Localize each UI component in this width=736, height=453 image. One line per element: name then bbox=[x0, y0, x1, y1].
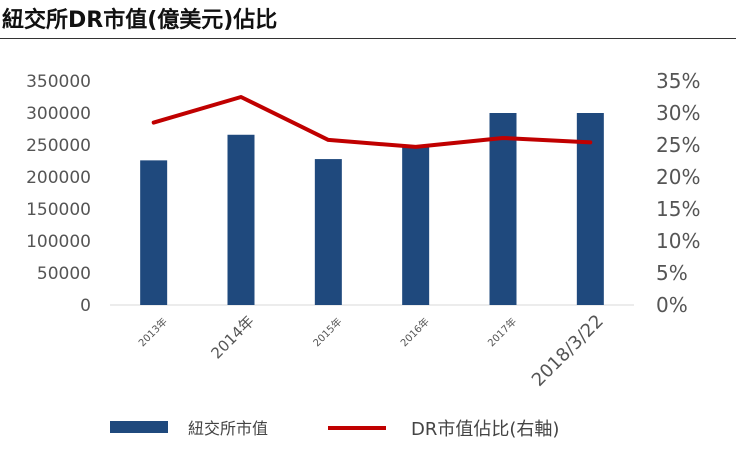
y-left-tick-label: 0 bbox=[80, 296, 91, 316]
x-axis: 2013年 2014年 2015年 2016年 2017年 2018/3/22 bbox=[136, 311, 608, 391]
y-left-tick-label: 350000 bbox=[26, 72, 91, 92]
bar bbox=[227, 134, 255, 305]
legend-item-dr-ratio: DR市值佔比(右軸) bbox=[328, 415, 559, 441]
x-tick-label: 2017年 bbox=[485, 315, 519, 349]
legend-label-market-cap: 紐交所市值 bbox=[188, 419, 269, 438]
chart-title: 紐交所DR市值(億美元)佔比 bbox=[2, 8, 278, 33]
bar bbox=[489, 113, 517, 305]
y-right-tick-label: 10% bbox=[656, 229, 700, 253]
legend-line-swatch bbox=[328, 426, 386, 430]
y-left-tick-label: 200000 bbox=[26, 168, 91, 188]
y-right-tick-label: 5% bbox=[656, 261, 688, 285]
legend-bar-swatch bbox=[110, 421, 168, 433]
y-left-tick-label: 250000 bbox=[26, 136, 91, 156]
right-axis: 0% 5% 10% 15% 20% 25% 30% 35% bbox=[656, 69, 700, 317]
bar bbox=[402, 145, 430, 305]
title-divider bbox=[0, 38, 736, 39]
y-left-tick-label: 150000 bbox=[26, 200, 91, 220]
y-right-tick-label: 30% bbox=[656, 101, 700, 125]
x-tick-label: 2015年 bbox=[310, 315, 344, 349]
bar bbox=[140, 160, 168, 305]
y-left-tick-label: 50000 bbox=[37, 264, 91, 284]
y-right-tick-label: 35% bbox=[656, 69, 700, 93]
y-right-tick-label: 0% bbox=[656, 293, 688, 317]
y-left-tick-label: 100000 bbox=[26, 232, 91, 252]
left-axis: 0 50000 100000 150000 200000 250000 300000 3500… bbox=[26, 72, 91, 316]
legend-label-dr-ratio: DR市值佔比(右軸) bbox=[411, 419, 560, 440]
y-right-tick-label: 15% bbox=[656, 197, 700, 221]
ratio-line bbox=[151, 95, 593, 149]
x-tick-label: 2018/3/22 bbox=[528, 311, 608, 391]
x-tick-label: 2014年 bbox=[207, 312, 257, 362]
x-tick-label: 2013年 bbox=[136, 315, 170, 349]
bar bbox=[314, 159, 342, 305]
bar bbox=[576, 113, 604, 305]
y-right-tick-label: 20% bbox=[656, 165, 700, 189]
legend-item-market-cap: 紐交所市值 bbox=[110, 415, 268, 439]
x-tick-label: 2016年 bbox=[398, 315, 432, 349]
y-left-tick-label: 300000 bbox=[26, 104, 91, 124]
y-right-tick-label: 25% bbox=[656, 133, 700, 157]
bar-series bbox=[140, 113, 604, 305]
